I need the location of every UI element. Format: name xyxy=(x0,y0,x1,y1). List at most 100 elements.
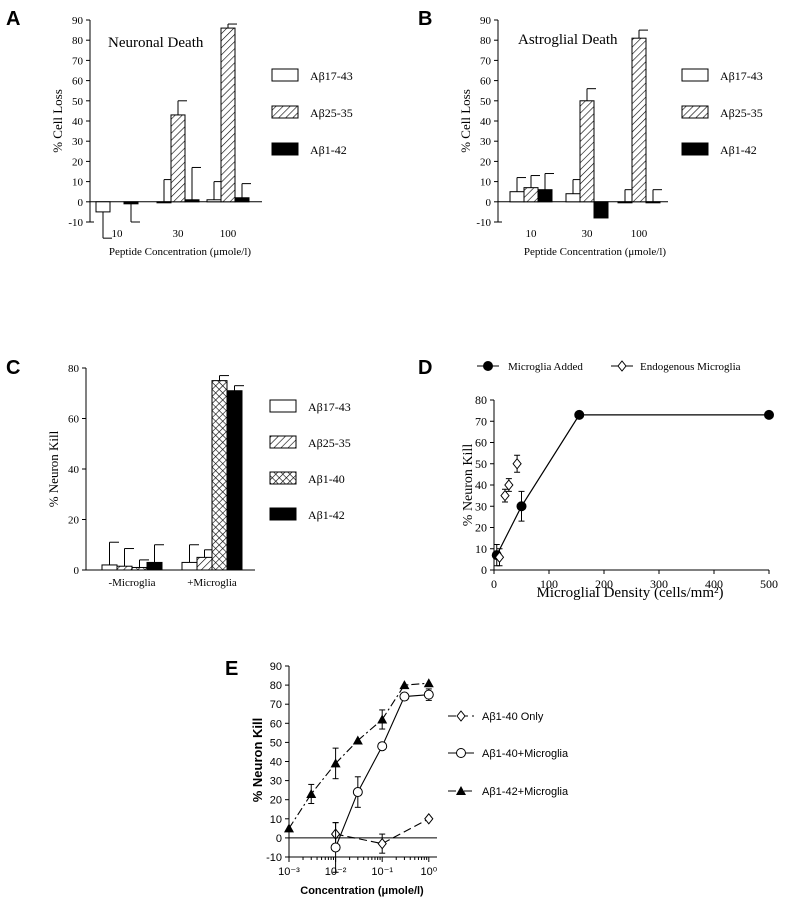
bar xyxy=(565,193,581,203)
legend-marker xyxy=(483,361,493,371)
bar xyxy=(593,201,609,219)
y-tick-label: 80 xyxy=(72,35,84,47)
category-label: +Microglia xyxy=(187,577,237,589)
y-tick-label: 50 xyxy=(270,737,282,749)
data-point xyxy=(306,788,317,798)
y-tick-label: -10 xyxy=(266,852,282,864)
y-tick-label: -10 xyxy=(476,217,491,229)
y-tick-label: 60 xyxy=(68,414,80,426)
y-tick-label: 50 xyxy=(475,457,487,471)
bar xyxy=(181,561,198,571)
y-tick-label: 0 xyxy=(481,563,487,577)
data-point xyxy=(377,741,388,752)
bar xyxy=(131,566,148,571)
y-tick-label: 40 xyxy=(270,757,282,769)
y-tick-label: 80 xyxy=(480,35,492,47)
series-line xyxy=(496,414,769,556)
legend-label: Aβ17-43 xyxy=(720,69,763,83)
x-tick-label: 0 xyxy=(491,577,497,591)
category-label: 10 xyxy=(526,228,538,240)
legend-swatch xyxy=(681,142,709,156)
legend-label: Aβ1-40 Only xyxy=(482,711,544,723)
bar xyxy=(537,189,553,203)
category-label: -Microglia xyxy=(108,577,155,589)
x-tick-label: 100 xyxy=(540,577,558,591)
y-tick-label: 30 xyxy=(270,776,282,788)
legend-label: Aβ1-42 xyxy=(310,143,347,157)
y-tick-label: 40 xyxy=(68,464,80,476)
data-point xyxy=(423,678,434,688)
y-tick-label: 20 xyxy=(475,521,487,535)
y-tick-label: 20 xyxy=(480,156,492,168)
y-tick-label: 70 xyxy=(475,414,487,428)
category-label: 100 xyxy=(631,228,648,240)
y-tick-label: 60 xyxy=(475,436,487,450)
bar xyxy=(579,100,595,203)
data-point xyxy=(423,689,434,700)
y-tick-label: 60 xyxy=(270,718,282,730)
data-point xyxy=(377,714,388,724)
data-point xyxy=(764,409,774,420)
bar xyxy=(206,199,222,203)
legend-label: Aβ17-43 xyxy=(310,69,353,83)
y-tick-label: 20 xyxy=(270,795,282,807)
data-point xyxy=(399,691,410,702)
y-tick-label: 10 xyxy=(270,814,282,826)
legend-swatch xyxy=(271,68,299,82)
category-label: 30 xyxy=(173,228,185,240)
bar xyxy=(631,37,647,203)
y-tick-label: 50 xyxy=(480,96,492,108)
legend-label: Aβ1-40+Microglia xyxy=(482,748,569,760)
y-tick-label: 80 xyxy=(270,680,282,692)
data-point xyxy=(574,409,585,420)
legend-label: Aβ1-42+Microglia xyxy=(482,786,569,798)
legend-label: Endogenous Microglia xyxy=(640,361,741,373)
bar xyxy=(234,197,250,203)
x-tick-label: 400 xyxy=(705,577,723,591)
y-tick-label: 0 xyxy=(78,197,84,209)
legend-label: Microglia Added xyxy=(508,361,583,373)
data-point xyxy=(516,501,527,512)
y-tick-label: 90 xyxy=(72,15,84,27)
bar xyxy=(220,27,236,203)
y-tick-label: -10 xyxy=(68,217,83,229)
y-tick-label: 80 xyxy=(475,393,487,407)
data-point xyxy=(500,489,510,502)
panel-label-d: D xyxy=(418,357,432,379)
y-tick-label: 10 xyxy=(480,177,492,189)
y-tick-label: 90 xyxy=(270,661,282,673)
bar xyxy=(509,191,525,203)
y-tick-label: 60 xyxy=(480,76,492,88)
bar xyxy=(146,561,163,571)
bar xyxy=(170,114,186,203)
bar xyxy=(226,390,243,571)
panel-label-b: B xyxy=(418,8,432,30)
legend-label: Aβ25-35 xyxy=(720,106,763,120)
series-line xyxy=(288,682,429,829)
y-tick-label: 30 xyxy=(475,499,487,513)
legend-swatch xyxy=(269,471,297,485)
y-tick-label: 0 xyxy=(276,833,282,845)
x-axis-label: Concentration (μmole/l) xyxy=(300,885,424,897)
bar xyxy=(645,201,661,204)
x-axis-label: Peptide Concentration (μmole/l) xyxy=(524,246,666,258)
series-line xyxy=(335,818,430,845)
x-tick-label: 10⁻³ xyxy=(278,866,300,878)
y-tick-label: 10 xyxy=(72,177,84,189)
data-point xyxy=(330,758,341,768)
x-tick-label: 300 xyxy=(650,577,668,591)
panel-annotation: Astroglial Death xyxy=(518,32,618,48)
legend-swatch xyxy=(269,399,297,413)
y-tick-label: 30 xyxy=(72,136,84,148)
bar xyxy=(184,199,200,203)
legend-swatch xyxy=(269,435,297,449)
data-point xyxy=(284,823,294,833)
data-point xyxy=(377,837,387,850)
data-point xyxy=(424,812,434,825)
bar xyxy=(617,201,633,204)
panel-annotation: Neuronal Death xyxy=(108,35,204,51)
bar xyxy=(196,556,213,571)
y-tick-label: 40 xyxy=(475,478,487,492)
panel-c-chart: 0 20 40 60 80 -Microglia +Microglia % Neuron Ki… xyxy=(46,363,351,589)
y-tick-label: 0 xyxy=(486,197,492,209)
